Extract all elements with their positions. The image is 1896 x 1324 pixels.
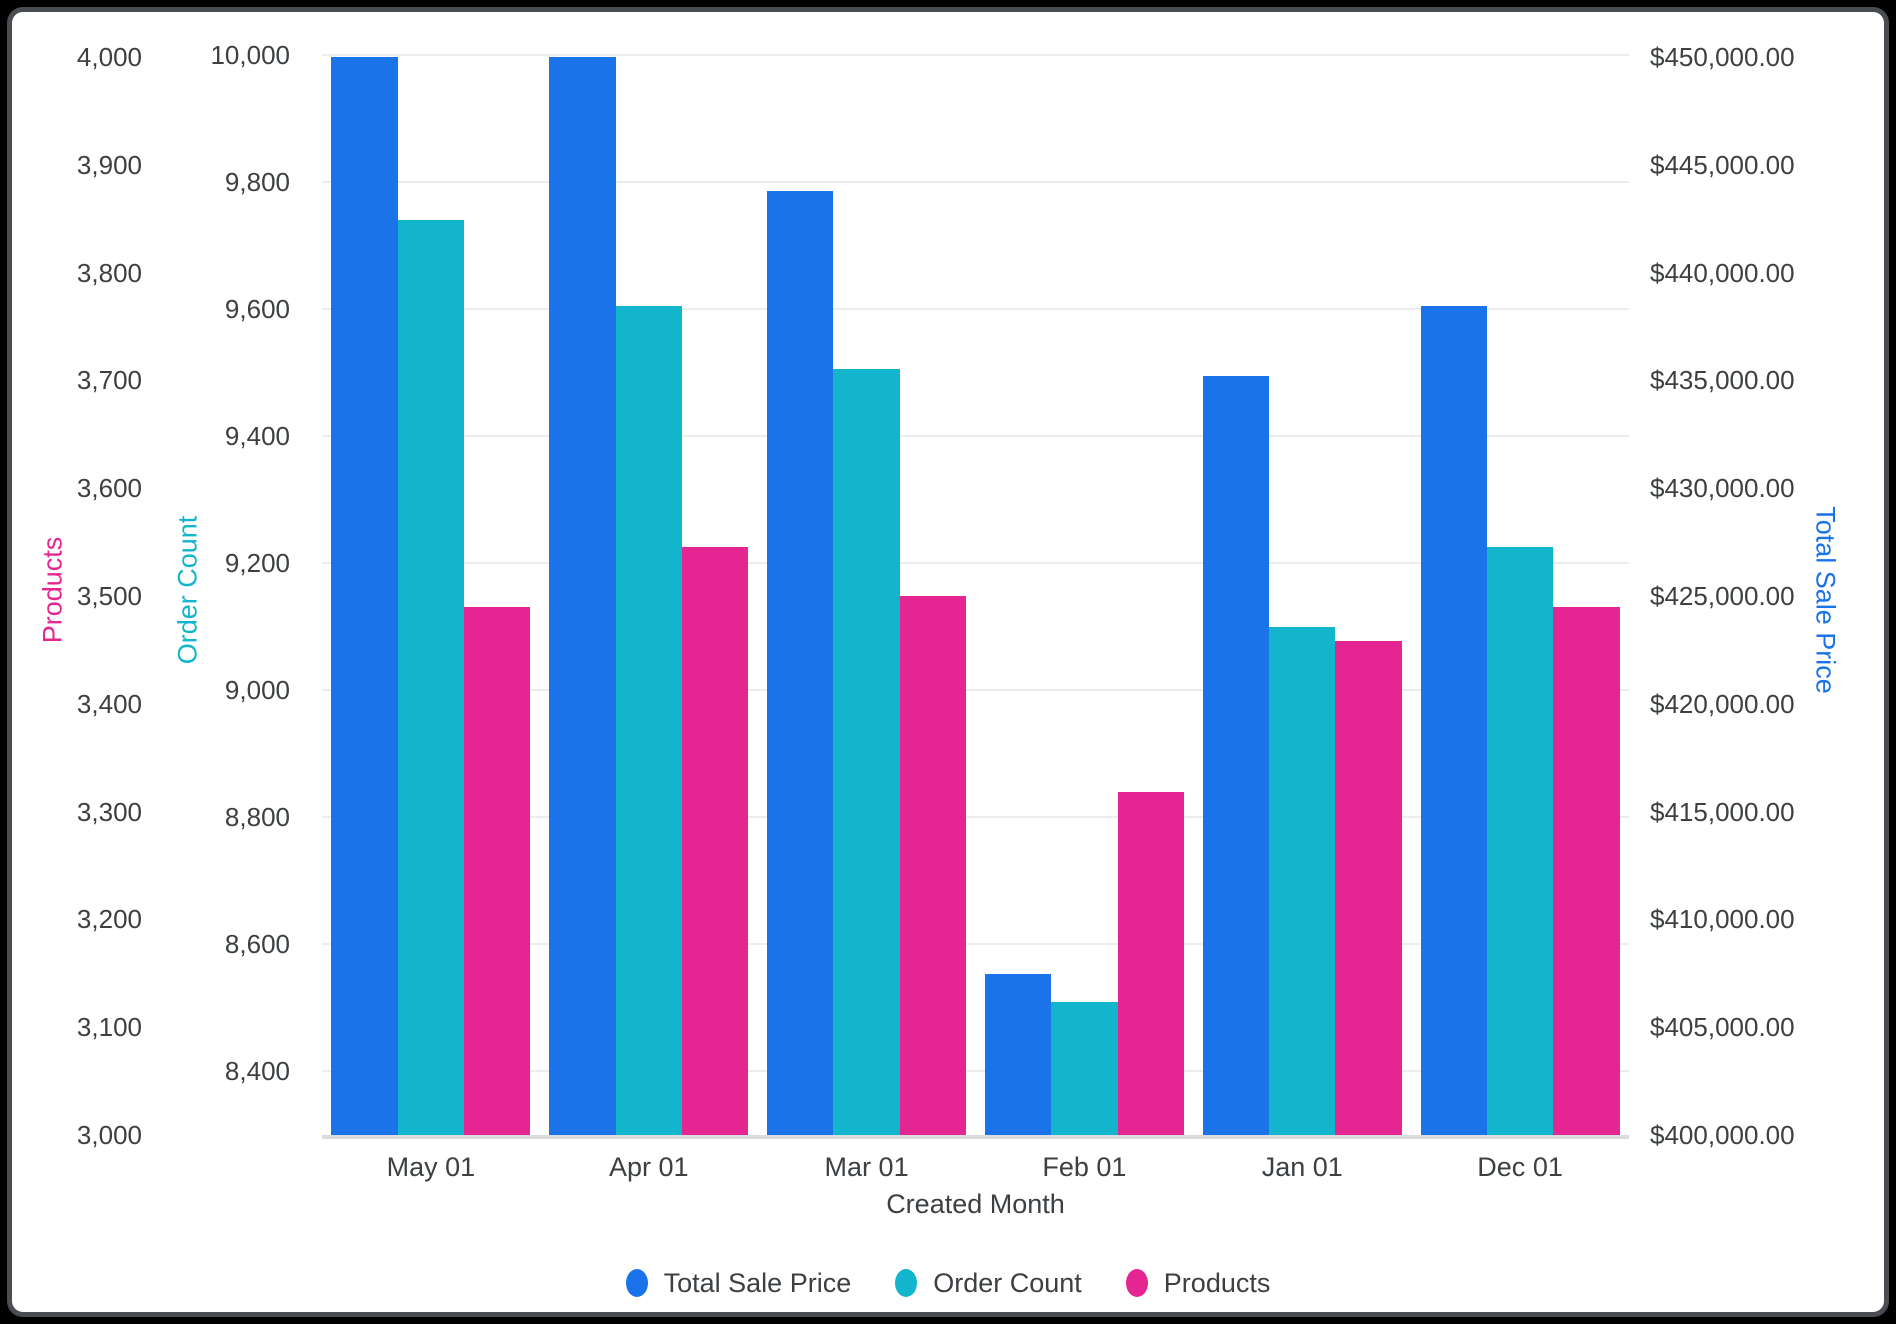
legend-item-total-sale-price[interactable]: Total Sale Price [625, 1267, 852, 1299]
y-tick-products: 3,400 [76, 688, 142, 719]
bar-order-count-feb-01[interactable] [1051, 1001, 1118, 1135]
x-tick-jan-01: Jan 01 [1261, 1152, 1343, 1182]
y-tick-sale: $420,000.00 [1650, 688, 1795, 719]
products-axis-title: Products [37, 536, 68, 644]
y-tick-products: 3,800 [76, 257, 142, 288]
gridline [322, 816, 1629, 819]
bar-total-sale-price-may-01[interactable] [331, 56, 398, 1135]
y-tick-products: 3,700 [76, 365, 142, 396]
gridline [322, 943, 1629, 946]
legend-item-label: Total Sale Price [663, 1267, 852, 1298]
y-tick-products: 3,500 [76, 580, 142, 611]
legend-item-label: Order Count [933, 1267, 1082, 1298]
bar-total-sale-price-apr-01[interactable] [549, 56, 616, 1135]
y-tick-sale: $400,000.00 [1650, 1120, 1795, 1150]
y-tick-products: 3,100 [76, 1012, 142, 1043]
x-tick-apr-01: Apr 01 [608, 1152, 689, 1182]
y-tick-products: 3,000 [76, 1120, 142, 1150]
y-tick-order: 8,600 [224, 929, 290, 960]
legend-item-label: Products [1163, 1267, 1271, 1298]
x-axis-title: Created Month [886, 1189, 1065, 1219]
legend-swatch-icon [625, 1269, 648, 1297]
gridline [322, 562, 1629, 565]
bar-order-count-may-01[interactable] [397, 220, 465, 1135]
legend-item-products[interactable]: Products [1125, 1267, 1271, 1299]
bar-products-apr-01[interactable] [681, 547, 749, 1135]
y-tick-order: 9,200 [224, 548, 290, 579]
y-tick-sale: $435,000.00 [1650, 365, 1795, 396]
bar-total-sale-price-dec-01[interactable] [1420, 305, 1487, 1135]
y-tick-products: 4,000 [76, 41, 142, 72]
order-count-axis-title: Order Count [172, 515, 203, 665]
y-tick-sale: $405,000.00 [1650, 1012, 1795, 1043]
legend-swatch-icon [895, 1269, 918, 1297]
bar-order-count-dec-01[interactable] [1486, 547, 1554, 1135]
legend-item-order-count[interactable]: Order Count [895, 1268, 1082, 1299]
y-tick-sale: $445,000.00 [1650, 149, 1795, 180]
legend-swatch-icon [1125, 1269, 1148, 1297]
x-tick-dec-01: Dec 01 [1477, 1152, 1563, 1182]
y-tick-sale: $415,000.00 [1650, 796, 1795, 827]
bar-order-count-mar-01[interactable] [833, 369, 900, 1135]
bar-total-sale-price-jan-01[interactable] [1202, 376, 1270, 1135]
y-tick-sale: $430,000.00 [1650, 473, 1795, 504]
x-axis-line [322, 1135, 1629, 1139]
bar-order-count-apr-01[interactable] [615, 305, 682, 1135]
y-tick-order: 9,800 [224, 166, 290, 197]
bar-total-sale-price-feb-01[interactable] [984, 974, 1052, 1135]
gridline [322, 53, 1629, 56]
y-tick-order: 8,400 [224, 1056, 290, 1087]
y-tick-order: 8,800 [224, 802, 290, 833]
y-tick-products: 3,600 [76, 473, 142, 504]
y-tick-order: 9,600 [224, 293, 290, 324]
bar-products-jan-01[interactable] [1335, 641, 1402, 1135]
y-tick-order: 9,000 [224, 675, 290, 706]
x-tick-feb-01: Feb 01 [1042, 1152, 1127, 1182]
y-tick-products: 3,200 [76, 904, 142, 935]
total-sale-price-axis-title: Total Sale Price [1810, 506, 1841, 694]
y-tick-sale: $440,000.00 [1650, 257, 1795, 288]
bar-products-dec-01[interactable] [1553, 606, 1620, 1135]
gridline [322, 180, 1629, 183]
gridline [322, 307, 1629, 310]
y-tick-sale: $410,000.00 [1650, 904, 1795, 935]
y-tick-sale: $450,000.00 [1650, 41, 1795, 72]
gridline [322, 1070, 1629, 1073]
gridline [322, 689, 1629, 692]
gridline [322, 435, 1629, 438]
legend: Total Sale Price Order Count Products [0, 1266, 1896, 1300]
bar-products-may-01[interactable] [464, 606, 531, 1135]
x-tick-mar-01: Mar 01 [824, 1152, 909, 1182]
y-tick-order: 9,400 [224, 421, 290, 452]
y-tick-sale: $425,000.00 [1650, 580, 1795, 611]
bar-products-mar-01[interactable] [899, 595, 967, 1135]
y-tick-order: 10,000 [210, 39, 290, 70]
x-tick-may-01: May 01 [386, 1152, 476, 1182]
bar-products-feb-01[interactable] [1117, 792, 1184, 1135]
bar-order-count-jan-01[interactable] [1269, 626, 1336, 1135]
bar-total-sale-price-mar-01[interactable] [767, 190, 834, 1135]
y-tick-products: 3,900 [76, 149, 142, 180]
y-tick-products: 3,300 [76, 796, 142, 827]
